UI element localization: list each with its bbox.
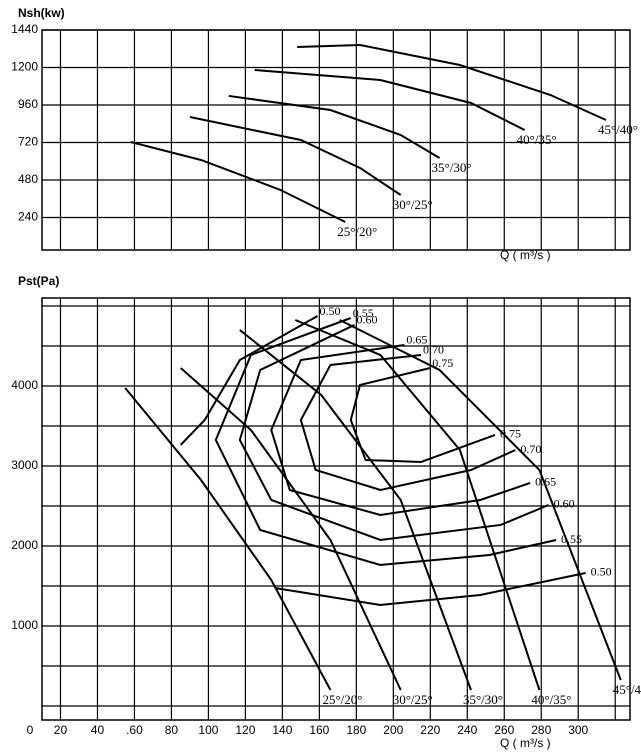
curve-label: 0.60 [554, 497, 575, 511]
x-tick-label: 120 [235, 723, 255, 737]
curve [189, 116, 402, 196]
curve [239, 329, 472, 691]
curve [238, 324, 550, 542]
curve-label: 40°/35° [531, 692, 571, 707]
curve-label: 25°/20° [337, 224, 377, 239]
x-tick-label: 200 [383, 723, 403, 737]
x-tick-label: .60 [126, 723, 143, 737]
curve-label: 35°/30° [463, 692, 503, 707]
x-tick-label: 20 [54, 723, 68, 737]
curve [124, 387, 332, 691]
curve-label: 0.50 [591, 565, 612, 579]
curve [180, 367, 402, 691]
x-axis-label: Q ( m³/s ) [500, 736, 551, 750]
y-tick-label: 240 [18, 210, 38, 224]
curve-label: 0.70 [520, 442, 541, 456]
curve-label: 0.50 [320, 304, 341, 318]
y-axis-label: Nsh(kw) [18, 6, 65, 20]
x-tick-label: 40 [91, 723, 105, 737]
x-tick-label: 100 [198, 723, 218, 737]
curve-label: 0.70 [423, 343, 444, 357]
x-tick-label: 160 [309, 723, 329, 737]
curve [130, 141, 346, 223]
x-tick-label: 280 [531, 723, 551, 737]
curve-label: 0.65 [535, 475, 556, 489]
y-tick-label: 720 [18, 135, 38, 149]
curve [349, 367, 496, 464]
x-tick-label: 220 [420, 723, 440, 737]
y-tick-label: 1000 [11, 618, 38, 632]
x-origin-label: 0 [27, 723, 34, 737]
curve-label: 45°/40° [613, 682, 641, 697]
y-tick-label: 4000 [11, 378, 38, 392]
curve-label: 45°/40° [598, 122, 638, 137]
curve [228, 94, 441, 159]
curve-label: 25°/20° [322, 692, 362, 707]
y-axis-label: Pst(Pa) [18, 274, 59, 288]
x-tick-label: 140 [272, 723, 292, 737]
curve-label: 0.75 [500, 427, 521, 441]
x-axis-label: Q ( m³/s ) [500, 248, 551, 262]
x-tick-label: 80 [165, 723, 179, 737]
curve-label: 0.55 [561, 532, 582, 546]
curve [254, 69, 526, 131]
x-tick-label: 240 [457, 723, 477, 737]
curve [297, 43, 607, 121]
x-tick-label: 180 [346, 723, 366, 737]
y-tick-label: 480 [18, 172, 38, 186]
y-tick-label: 3000 [11, 458, 38, 472]
x-tick-label: 260 [494, 723, 514, 737]
curve [214, 317, 557, 566]
curve-label: 40°/35° [517, 132, 557, 147]
curve-label: 0.60 [356, 313, 377, 327]
curve-label: 0.75 [432, 356, 453, 370]
curve-label: 30°/25° [393, 692, 433, 707]
curve [270, 343, 531, 516]
curve-label: 0.65 [406, 333, 427, 347]
curve [294, 319, 541, 691]
y-tick-label: 1440 [11, 22, 38, 36]
x-tick-label: 300 [568, 723, 588, 737]
plot-frame [41, 297, 631, 721]
curve-label: 30°/25° [393, 197, 433, 212]
curve [179, 315, 586, 606]
curve-label: 0.55 [353, 306, 374, 320]
curve [299, 353, 516, 492]
y-tick-label: 2000 [11, 538, 38, 552]
curve-label: 35°/30° [432, 160, 472, 175]
y-tick-label: 1200 [11, 60, 38, 74]
y-tick-label: 960 [18, 97, 38, 111]
